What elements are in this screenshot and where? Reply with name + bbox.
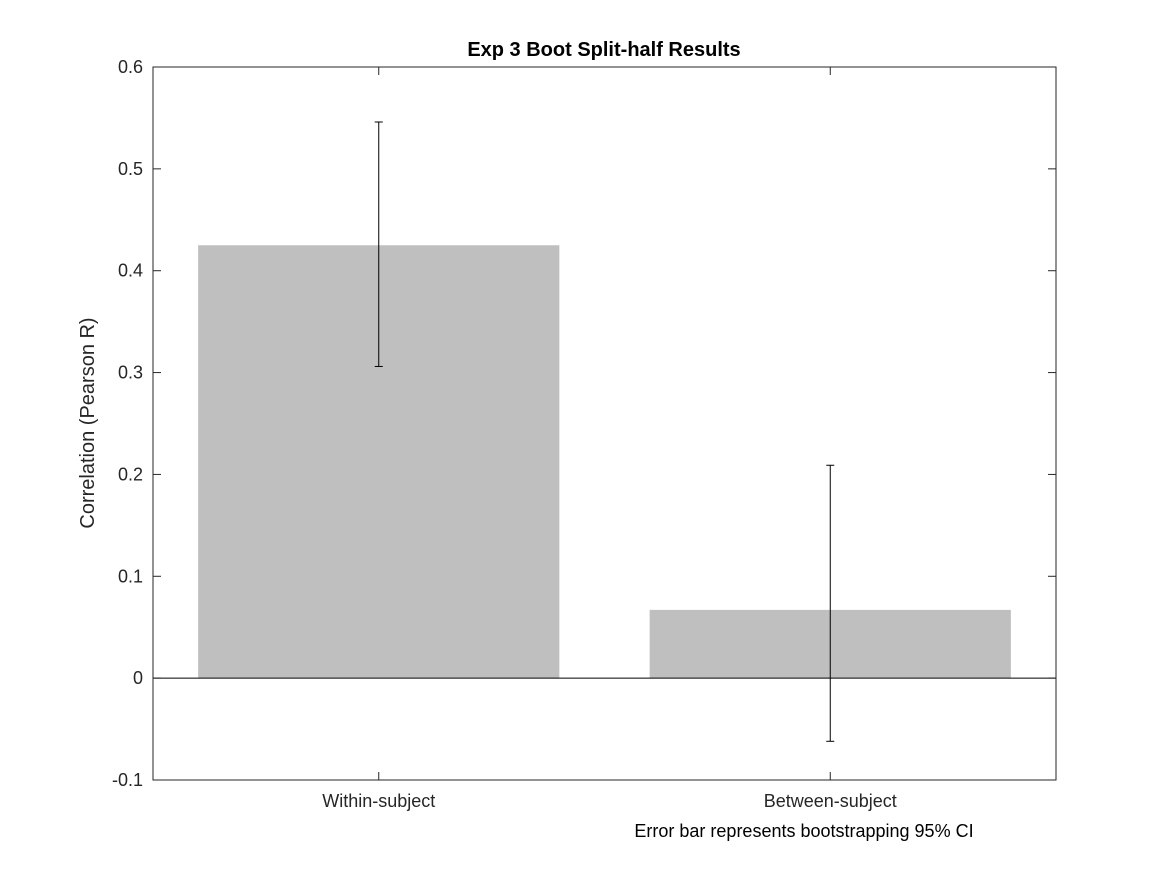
y-tick-label: 0.3 (118, 363, 143, 383)
x-ticks-group: Within-subject Between-subject (322, 67, 897, 811)
x-tick-label: Between-subject (764, 791, 897, 811)
error-bar-note: Error bar represents bootstrapping 95% C… (634, 821, 973, 841)
y-tick-label: 0.5 (118, 159, 143, 179)
y-tick-label: 0.6 (118, 57, 143, 77)
y-tick-label: 0.1 (118, 566, 143, 586)
plot-area-frame (152, 66, 1057, 781)
error-bars-group (374, 121, 835, 742)
y-tick-label: -0.1 (112, 770, 143, 790)
y-ticks-group: -0.1 0 0.1 0.2 0.3 0.4 0.5 0.6 (112, 57, 1056, 790)
y-tick-label: 0 (133, 668, 143, 688)
x-tick-label: Within-subject (322, 791, 435, 811)
y-tick-label: 0.4 (118, 261, 143, 281)
y-axis-label: Correlation (Pearson R) (77, 317, 99, 528)
chart-title: Exp 3 Boot Split-half Results (467, 39, 740, 61)
y-tick-label: 0.2 (118, 464, 143, 484)
bars-group (198, 245, 1011, 679)
